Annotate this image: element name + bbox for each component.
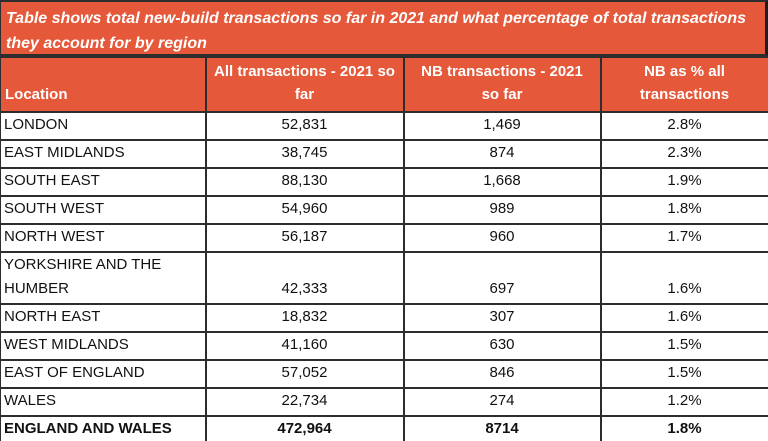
location-cell: YORKSHIRE AND THE HUMBER [0,251,207,305]
table-body: LONDON 52,831 1,469 2.8% EAST MIDLANDS 38,745… [0,111,768,441]
nb-transactions-cell: 630 [402,331,602,361]
nb-transactions-cell: 697 [402,251,602,305]
col-header-location: Location [0,56,207,113]
location-cell: WALES [0,387,207,417]
caption-banner: Table shows total new-build transactions… [0,0,768,56]
table-row: YORKSHIRE AND THE HUMBER 42,333 697 1.6% [0,251,768,305]
table-row: SOUTH EAST 88,130 1,668 1.9% [0,167,768,197]
col-header-nb-transactions: NB transactions - 2021 so far [402,56,602,113]
table-row: SOUTH WEST 54,960 989 1.8% [0,195,768,225]
nb-transactions-cell: 846 [402,359,602,389]
nb-percent-cell: 1.8% [599,195,768,225]
col-header-nb-percent: NB as % all transactions [599,56,768,113]
nb-percent-cell: 1.5% [599,359,768,389]
nb-percent-cell: 1.8% [599,415,768,441]
all-transactions-cell: 38,745 [204,139,405,169]
nb-percent-cell: 1.5% [599,331,768,361]
all-transactions-cell: 88,130 [204,167,405,197]
nb-percent-cell: 2.3% [599,139,768,169]
all-transactions-cell: 41,160 [204,331,405,361]
location-cell: ENGLAND AND WALES [0,415,207,441]
nb-percent-cell: 1.7% [599,223,768,253]
nb-percent-cell: 1.9% [599,167,768,197]
table-row: EAST OF ENGLAND 57,052 846 1.5% [0,359,768,389]
location-cell: LONDON [0,111,207,141]
nb-percent-cell: 1.6% [599,251,768,305]
location-cell: SOUTH WEST [0,195,207,225]
table-row: WALES 22,734 274 1.2% [0,387,768,417]
transactions-table: Location All transactions - 2021 so far … [0,56,768,441]
all-transactions-cell: 52,831 [204,111,405,141]
table-row: EAST MIDLANDS 38,745 874 2.3% [0,139,768,169]
table-row: NORTH EAST 18,832 307 1.6% [0,303,768,333]
table-header: Location All transactions - 2021 so far … [0,56,768,113]
nb-transactions-cell: 989 [402,195,602,225]
col-header-all-transactions: All transactions - 2021 so far [204,56,405,113]
table-row: ENGLAND AND WALES 472,964 8714 1.8% [0,415,768,441]
header-row: Location All transactions - 2021 so far … [0,56,768,113]
nb-percent-cell: 1.2% [599,387,768,417]
all-transactions-cell: 472,964 [204,415,405,441]
all-transactions-cell: 42,333 [204,251,405,305]
table-row: LONDON 52,831 1,469 2.8% [0,111,768,141]
all-transactions-cell: 18,832 [204,303,405,333]
nb-transactions-cell: 874 [402,139,602,169]
location-cell: EAST MIDLANDS [0,139,207,169]
nb-transactions-cell: 960 [402,223,602,253]
location-cell: NORTH WEST [0,223,207,253]
table-row: WEST MIDLANDS 41,160 630 1.5% [0,331,768,361]
all-transactions-cell: 22,734 [204,387,405,417]
nb-percent-cell: 1.6% [599,303,768,333]
nb-transactions-cell: 307 [402,303,602,333]
all-transactions-cell: 54,960 [204,195,405,225]
nb-percent-cell: 2.8% [599,111,768,141]
nb-transactions-cell: 1,668 [402,167,602,197]
all-transactions-cell: 56,187 [204,223,405,253]
nb-transactions-cell: 1,469 [402,111,602,141]
location-cell: SOUTH EAST [0,167,207,197]
all-transactions-cell: 57,052 [204,359,405,389]
nb-transactions-cell: 274 [402,387,602,417]
location-cell: WEST MIDLANDS [0,331,207,361]
nb-transactions-cell: 8714 [402,415,602,441]
table-row: NORTH WEST 56,187 960 1.7% [0,223,768,253]
location-cell: NORTH EAST [0,303,207,333]
location-cell: EAST OF ENGLAND [0,359,207,389]
